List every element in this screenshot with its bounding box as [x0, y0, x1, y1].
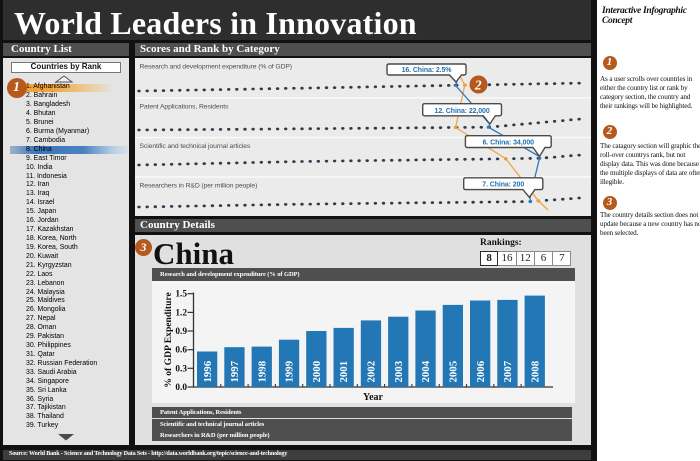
svg-text:Researchers in R&D (per millio: Researchers in R&D (per million people): [140, 183, 258, 190]
svg-text:0.6: 0.6: [175, 346, 187, 356]
svg-text:2002: 2002: [366, 361, 378, 383]
svg-text:1999: 1999: [284, 360, 296, 382]
svg-text:1996: 1996: [202, 360, 214, 382]
svg-text:2001: 2001: [338, 361, 350, 383]
svg-text:Year: Year: [363, 392, 384, 403]
svg-text:1998: 1998: [256, 360, 268, 382]
svg-text:1997: 1997: [229, 360, 241, 382]
svg-text:6. China: 34,000: 6. China: 34,000: [483, 140, 535, 147]
svg-text:0.3: 0.3: [175, 364, 187, 374]
svg-text:0.0: 0.0: [175, 383, 187, 393]
svg-text:2: 2: [474, 77, 482, 92]
svg-text:Patent Applications, Residents: Patent Applications, Residents: [140, 104, 230, 111]
svg-text:2000: 2000: [311, 361, 323, 383]
svg-text:16. China: 2.5%: 16. China: 2.5%: [402, 67, 453, 74]
svg-text:7. China: 200: 7. China: 200: [482, 182, 524, 189]
svg-text:% of GDP Expenditure: % of GDP Expenditure: [163, 292, 174, 388]
svg-text:2003: 2003: [393, 360, 405, 382]
svg-text:12. China: 22,000: 12. China: 22,000: [435, 108, 490, 115]
svg-text:2007: 2007: [502, 360, 514, 382]
svg-text:1.5: 1.5: [175, 290, 187, 300]
svg-text:2008: 2008: [529, 360, 541, 382]
svg-text:2005: 2005: [448, 361, 460, 383]
svg-text:Research and development expen: Research and development expenditure (% …: [140, 64, 292, 71]
svg-text:2004: 2004: [420, 360, 432, 382]
svg-text:0.9: 0.9: [175, 327, 187, 337]
svg-text:1.2: 1.2: [175, 308, 187, 318]
svg-text:Scientific and technical journ: Scientific and technical journal article…: [140, 143, 251, 150]
svg-text:2006: 2006: [475, 360, 487, 382]
